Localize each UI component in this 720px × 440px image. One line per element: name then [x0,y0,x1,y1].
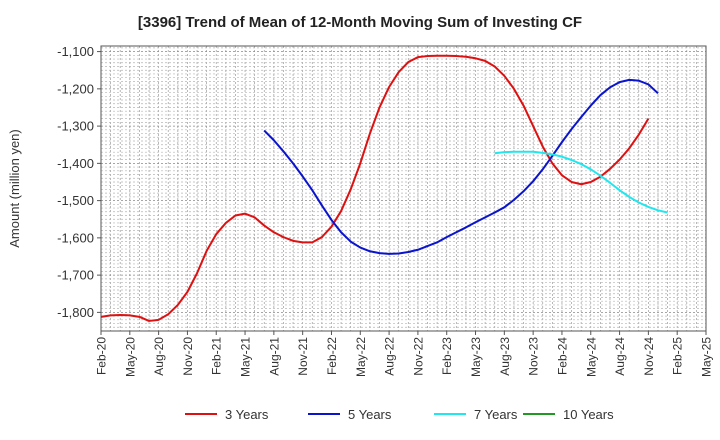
x-tick-label: Feb-24 [555,337,569,375]
grid-layer [101,46,706,331]
x-tick-label: May-25 [700,337,714,377]
chart-title: [3396] Trend of Mean of 12-Month Moving … [137,14,583,31]
x-tick-label: Feb-25 [671,337,685,375]
x-tick-label: May-23 [469,337,483,377]
x-tick-label: Feb-21 [210,337,224,375]
x-tick-label: Nov-21 [296,337,310,376]
x-tick-label: Feb-20 [95,337,109,375]
x-tick-label: Feb-23 [440,337,454,375]
x-tick-label: Nov-24 [642,337,656,376]
legend-label-10-years: 10 Years [563,407,614,422]
y-tick-label: -1,200 [57,81,94,96]
y-tick-label: -1,600 [57,230,94,245]
x-tick-label: May-24 [584,337,598,377]
x-tick-label: May-21 [239,337,253,377]
plot-frame [100,45,707,332]
x-tick-label: Aug-24 [613,337,627,376]
legend-label-7-years: 7 Years [474,407,518,422]
y-tick-label: -1,500 [57,193,94,208]
x-tick-label: Aug-20 [152,337,166,376]
series-line-5-years [263,78,659,255]
legend-label-5-years: 5 Years [348,407,392,422]
x-tick-label: Nov-23 [527,337,541,376]
x-tick-label: Aug-22 [383,337,397,376]
x-tick-label: Aug-23 [498,337,512,376]
series-line-7-years [494,150,668,214]
x-tick-label: May-22 [354,337,368,377]
x-tick-label: May-20 [123,337,137,377]
x-tick-label: Feb-22 [325,337,339,375]
y-tick-label: -1,300 [57,119,94,134]
y-tick-label: -1,400 [57,156,94,171]
y-tick-label: -1,700 [57,268,94,283]
series-line-3-years [100,54,650,322]
x-tick-label: Aug-21 [267,337,281,376]
legend: 3 Years 5 Years 7 Years 10 Years [185,407,614,422]
y-axis: -1,100 -1,200 -1,300 -1,400 -1,500 -1,600 -1,7… [57,44,101,320]
x-axis: Feb-20 May-20 Aug-20 Nov-20 Feb-21 May-21 Aug-… [95,331,714,377]
y-axis-label: Amount (million yen) [7,129,22,248]
y-tick-label: -1,800 [57,305,94,320]
x-tick-label: Nov-22 [411,337,425,376]
y-tick-label: -1,100 [57,44,94,59]
series-layer [100,54,668,322]
legend-label-3-years: 3 Years [225,407,269,422]
x-tick-label: Nov-20 [181,337,195,376]
